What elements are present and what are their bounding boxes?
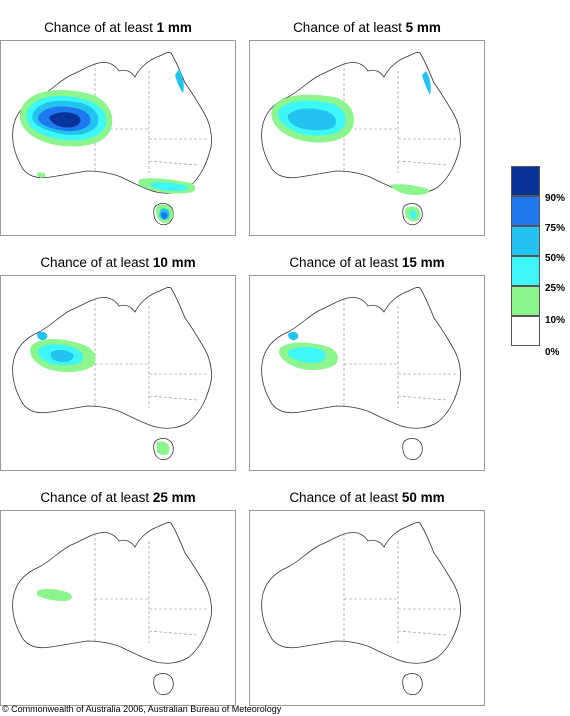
legend-label-75: 75% <box>545 223 566 234</box>
legend-swatch-90 <box>511 166 540 196</box>
map-10mm <box>0 275 236 471</box>
rain-regions <box>279 331 338 371</box>
australia-outline <box>12 287 212 461</box>
map-5mm <box>249 40 485 236</box>
legend-swatch-50 <box>511 226 540 256</box>
panel-title: Chance of at least 50 mm <box>289 490 445 505</box>
panel-title: Chance of at least 5 mm <box>293 20 441 35</box>
legend-swatch-10 <box>511 286 540 316</box>
rain-regions <box>30 331 170 455</box>
panel-title: Chance of at least 15 mm <box>289 255 445 270</box>
panel-title: Chance of at least 1 mm <box>44 20 192 35</box>
legend-swatch-0 <box>511 316 540 346</box>
rain-regions <box>19 69 196 223</box>
legend-label-50: 50% <box>545 253 566 264</box>
panel-title: Chance of at least 25 mm <box>40 490 196 505</box>
australia-outline <box>261 522 461 696</box>
map-1mm <box>0 40 236 236</box>
rain-regions <box>271 71 431 222</box>
map-15mm <box>249 275 485 471</box>
panel-title: Chance of at least 10 mm <box>40 255 196 270</box>
legend-swatch-75 <box>511 196 540 226</box>
australia-outline <box>261 52 461 226</box>
australia-outline <box>261 287 461 461</box>
legend-label-25: 25% <box>545 283 566 294</box>
map-25mm <box>0 510 236 706</box>
legend-label-90: 90% <box>545 193 566 204</box>
australia-outline <box>12 522 212 696</box>
legend-label-0: 0% <box>545 347 560 358</box>
rain-regions <box>37 588 72 601</box>
legend-label-10: 10% <box>545 315 566 326</box>
legend-swatch-25 <box>511 256 540 286</box>
copyright-text: © Commonwealth of Australia 2006, Austra… <box>2 704 282 714</box>
map-50mm <box>249 510 485 706</box>
